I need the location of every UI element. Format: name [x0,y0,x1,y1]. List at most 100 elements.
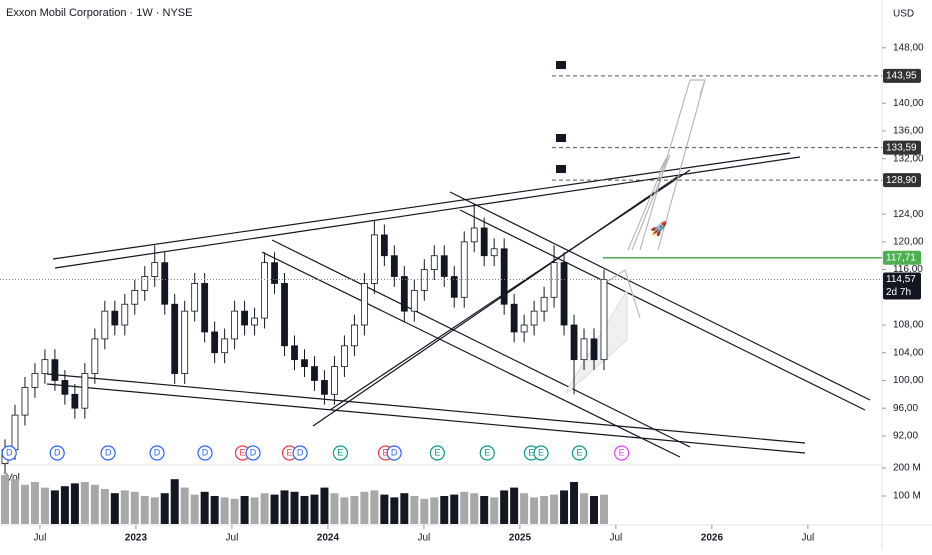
y-tick-label: 96,00 [893,403,918,414]
event-label: D [250,447,257,457]
candle-body [351,324,358,347]
y-tick-label: 100,00 [893,375,924,386]
event-marker [429,445,445,461]
candle-body [131,289,139,305]
arrow [639,79,706,251]
candle-body [41,359,49,374]
volume-bar [30,481,39,524]
x-tick-label: Jul [801,533,814,544]
event-label: E [434,447,440,457]
event-label: D [54,447,61,457]
candle-body [51,359,59,381]
candle-body [520,324,528,333]
candle-body [430,255,438,270]
candle-body [221,338,229,354]
volume-bar [160,493,169,524]
volume-bar [320,487,329,524]
candle-body [301,359,308,367]
volume-bar [130,491,139,524]
y-tick-label: 116,00 [893,264,923,275]
volume-bar [180,487,189,524]
volume-bar [290,491,299,524]
chart-title: Exxon Mobil Corporation · 1W · NYSE [6,7,192,19]
event-marker [292,445,308,461]
event-label: E [484,447,490,457]
arrow [601,269,641,319]
candle-body [440,255,448,277]
x-tick-label: 2026 [701,533,724,544]
candle-body [91,338,99,374]
candle-body [580,338,588,361]
y-tick-label: 104,00 [893,347,924,358]
volume-bar [80,481,89,524]
volume-bar [520,493,529,524]
candle-body [31,373,39,388]
volume-bar [530,497,539,524]
candle-body [151,262,159,277]
volume-bar [490,497,499,524]
volume-bar [70,483,79,524]
price-level-box [883,173,921,188]
volume-bar [170,479,179,524]
y-tick-label: 120,00 [893,236,924,247]
volume-bar [20,484,29,524]
x-tick-label: 2024 [317,533,340,544]
candle-body [590,338,598,361]
volume-bar [420,498,429,524]
candle-body [600,279,608,361]
candle-body [420,269,428,291]
candle-body [370,234,378,284]
volume-bar [250,497,259,524]
volume-bar [440,495,449,524]
candle-body [360,283,368,326]
volume-bar [100,488,109,524]
event-marker [332,445,348,461]
trend-line [449,191,871,401]
x-tick-label: 2025 [509,533,532,544]
volume-bar [90,484,99,524]
event-label: E [337,447,343,457]
trend-line [329,169,691,411]
volume-bar [150,497,159,524]
volume-bar [40,487,49,524]
volume-bar [230,498,239,524]
volume-bar [400,493,409,524]
candle-body [480,227,488,257]
event-label: E [383,447,389,457]
y-tick-label: 92,00 [893,431,918,442]
x-tick-label: Jul [34,533,47,544]
volume-bar [500,490,509,524]
trend-line [261,251,681,458]
flag-icons [556,61,566,173]
volume-bar [110,493,119,524]
volume-bar [280,490,289,524]
last-price-label: 114,57 [886,274,916,285]
event-label: E [239,447,245,457]
event-marker [100,445,116,461]
event-marker [571,445,588,461]
event-label: D [154,447,161,457]
volume-bar [120,490,129,524]
volume-bar [560,490,569,524]
volume-bar [200,491,209,524]
candle-body [331,366,338,395]
volume-bar [0,474,9,524]
volume-bar [60,486,69,524]
volume-bar [190,494,199,524]
volume-bar [240,495,249,524]
candle-body [171,303,179,374]
candle-body [11,414,19,451]
volume-bar [350,495,359,524]
candle-body [21,386,29,416]
volume-bar [450,494,459,524]
event-label: D [391,447,398,457]
price-level-box [883,140,921,155]
volume-bar [10,479,19,524]
candle-body [490,248,498,257]
event-label: E [287,447,293,457]
price-level-label: 143,95 [886,71,917,82]
event-label: E [576,447,582,457]
event-label: E [619,447,625,457]
volume-bar [220,497,229,524]
